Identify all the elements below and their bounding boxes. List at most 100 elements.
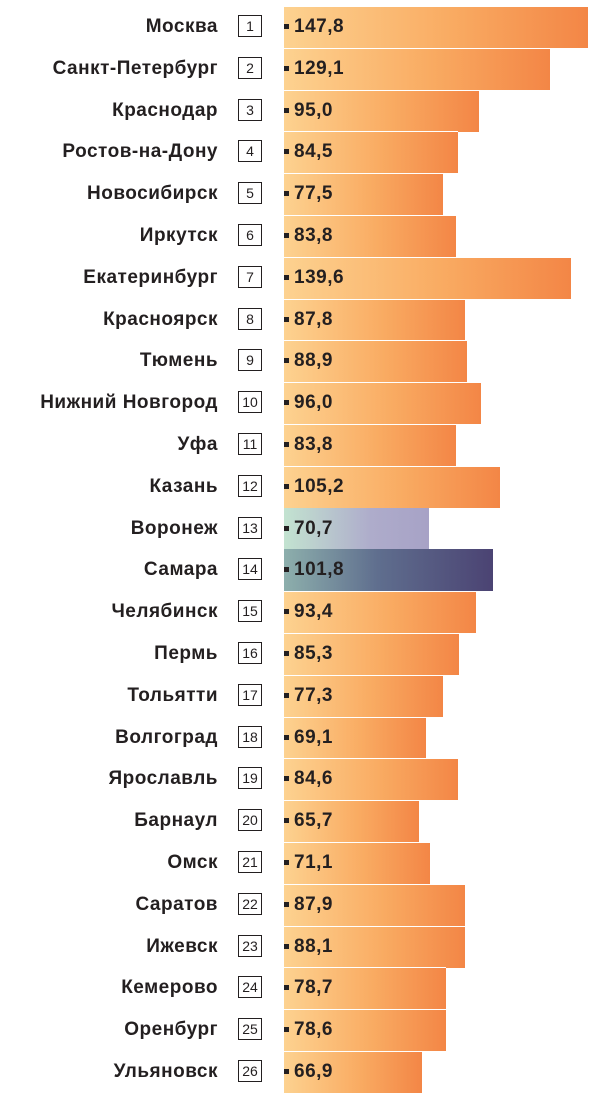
value-label: 96,0 — [294, 392, 333, 414]
value-label: 69,1 — [294, 726, 333, 748]
value-label: 65,7 — [294, 810, 333, 832]
chart-row: Иркутск 6 83,8 — [0, 215, 594, 257]
bullet-marker — [284, 358, 289, 364]
chart-bar — [284, 47, 550, 90]
chart-row: Казань 12 105,2 — [0, 465, 594, 508]
chart-bar — [284, 131, 458, 174]
rank-badge: 12 — [238, 474, 262, 497]
value-label: 105,2 — [294, 475, 345, 497]
bullet-marker — [284, 776, 289, 782]
city-label: Пермь — [154, 643, 218, 664]
city-label: Ростов-на-Дону — [62, 141, 218, 163]
bullet-marker — [284, 692, 289, 698]
value-label: 78,6 — [294, 1019, 333, 1041]
chart-row: Омск 21 71,1 — [0, 842, 594, 884]
city-label: Новосибирск — [87, 183, 218, 205]
chart-row: Воронеж 13 70,7 — [0, 507, 594, 550]
bullet-marker — [284, 609, 289, 615]
value-label: 87,9 — [294, 893, 333, 915]
rank-badge: 11 — [238, 433, 262, 455]
rank-badge: 6 — [238, 224, 262, 246]
bullet-marker — [284, 400, 289, 406]
value-label: 101,8 — [294, 559, 345, 581]
rank-badge: 14 — [238, 558, 262, 581]
rank-badge: 19 — [238, 767, 262, 790]
value-label: 88,1 — [294, 935, 333, 957]
bullet-marker — [284, 651, 289, 656]
rank-badge: 8 — [238, 307, 262, 330]
rank-badge: 13 — [238, 516, 262, 539]
value-label: 87,8 — [294, 308, 333, 330]
chart-bar — [284, 424, 457, 466]
chart-bar — [284, 1051, 422, 1093]
rank-badge: 24 — [238, 976, 262, 999]
bullet-marker — [284, 274, 289, 280]
chart-row: Барнаул 20 65,7 — [0, 800, 594, 843]
bullet-marker — [284, 985, 289, 991]
city-label: Нижний Новгород — [40, 392, 218, 414]
rank-badge: 20 — [238, 809, 262, 832]
chart-bar — [284, 758, 458, 801]
rank-badge: 10 — [238, 391, 262, 414]
city-label: Краснодар — [112, 99, 218, 121]
rank-badge: 4 — [238, 140, 262, 163]
city-label: Казань — [149, 475, 218, 497]
bullet-marker — [284, 316, 289, 322]
rank-badge: 15 — [238, 600, 262, 623]
bullet-marker — [284, 525, 289, 531]
rank-badge: 23 — [238, 934, 262, 957]
chart-row: Ярославль 19 84,6 — [0, 758, 594, 801]
rank-badge: 18 — [238, 725, 262, 748]
city-label: Москва — [145, 16, 218, 37]
value-label: 84,6 — [294, 768, 333, 790]
chart-row: Самара 14 101,8 — [0, 549, 594, 592]
bullet-marker — [284, 483, 289, 489]
city-label: Санкт-Петербург — [52, 57, 218, 79]
bullet-marker — [284, 107, 289, 113]
value-label: 95,0 — [294, 99, 333, 121]
chart-bar — [284, 6, 588, 48]
bullet-marker — [284, 191, 289, 197]
chart-bar — [284, 340, 467, 383]
chart-bar — [284, 549, 494, 592]
bullet-marker — [284, 149, 289, 155]
value-label: 66,9 — [294, 1061, 333, 1082]
chart-bar — [284, 1009, 446, 1052]
chart-row: Кемерово 24 78,7 — [0, 967, 594, 1010]
chart-bar — [284, 591, 477, 634]
chart-row: Саратов 22 87,9 — [0, 883, 594, 926]
bullet-marker — [284, 65, 289, 71]
chart-bar — [284, 507, 430, 550]
value-label: 78,7 — [294, 977, 333, 999]
chart-row: Тюмень 9 88,9 — [0, 340, 594, 383]
chart-bar — [284, 842, 431, 884]
chart-bar — [284, 382, 482, 425]
chart-row: Ульяновск 26 66,9 — [0, 1051, 594, 1093]
chart-row: Новосибирск 5 77,5 — [0, 173, 594, 216]
city-label: Воронеж — [130, 517, 218, 539]
city-label: Тюмень — [139, 350, 218, 372]
chart-bar — [284, 800, 420, 843]
rank-badge: 25 — [238, 1018, 262, 1041]
chart-bar — [284, 465, 501, 508]
city-label: Иркутск — [139, 225, 218, 246]
value-label: 147,8 — [294, 16, 345, 37]
chart-row: Оренбург 25 78,6 — [0, 1009, 594, 1052]
chart-row: Уфа 11 83,8 — [0, 424, 594, 466]
rank-badge: 21 — [238, 851, 262, 873]
city-label: Самара — [143, 559, 218, 581]
value-label: 77,3 — [294, 684, 333, 706]
chart-bar — [284, 256, 572, 299]
value-label: 70,7 — [294, 517, 333, 539]
chart-bar — [284, 716, 427, 759]
chart-bar — [284, 925, 466, 968]
value-label: 93,4 — [294, 601, 333, 623]
rank-badge: 1 — [238, 15, 262, 37]
chart-row: Ижевск 23 88,1 — [0, 925, 594, 968]
city-label: Челябинск — [111, 601, 218, 623]
bullet-marker — [284, 233, 289, 238]
rank-badge: 17 — [238, 683, 262, 706]
chart-row: Санкт-Петербург 2 129,1 — [0, 47, 594, 90]
chart-row: Екатеринбург 7 139,6 — [0, 256, 594, 299]
